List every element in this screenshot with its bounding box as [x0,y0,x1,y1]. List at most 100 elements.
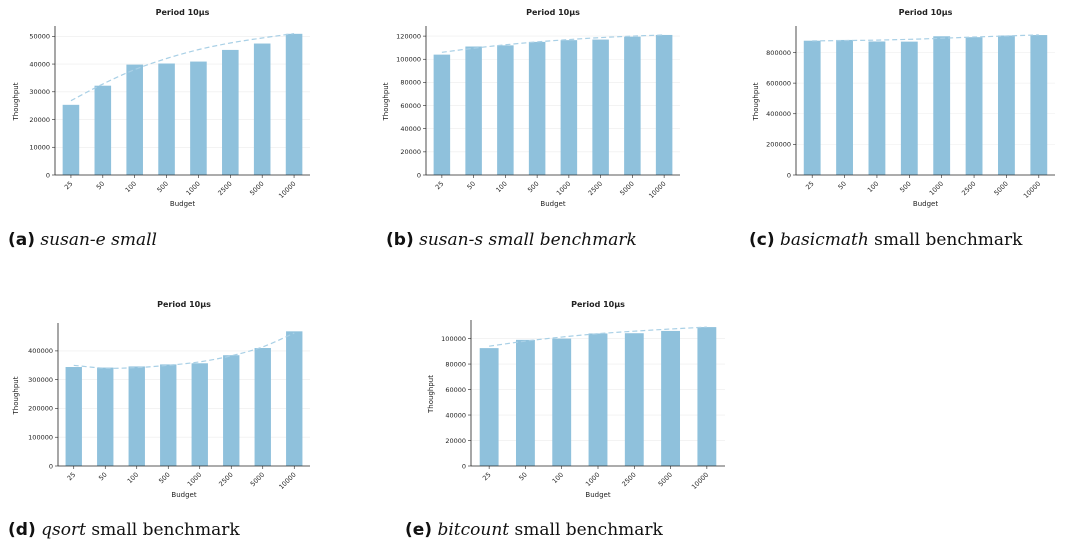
x-tick-label: 25 [66,471,78,483]
bar-10000 [655,34,673,175]
caption-text: small benchmark [85,520,240,540]
x-tick-label: 100 [551,471,565,485]
bar-1000 [933,36,951,175]
caption-text: bitcount [437,520,510,540]
chart-panel-c: Period 10µs 0 200000 400000 600000 800000 25 50… [740,0,1075,225]
y-tick-label: 0 [417,171,421,179]
y-tick-label: 40000 [445,411,466,419]
bar-1000 [191,363,208,466]
trend-line [73,332,295,369]
chart-svg-b: Period 10µs 0 20000 40000 60000 80000 100000 12… [382,8,680,208]
x-tick-label: 10000 [277,471,297,491]
y-tick-label: 800000 [766,49,791,57]
y-tick-label: 10000 [29,144,50,152]
bar-25 [479,348,499,466]
bar-5000 [254,348,271,466]
caption-label: (c) [749,230,775,250]
y-tick-label: 400000 [766,110,791,118]
x-tick-label: 100 [126,471,140,485]
y-tick-label: 100000 [441,335,466,343]
bar-1000 [190,61,207,175]
bar-500 [158,63,175,175]
y-tick-label: 0 [462,462,466,470]
x-tick-label: 1000 [184,180,201,197]
chart-title: Period 10µs [899,8,953,17]
y-tick-label: 80000 [400,79,421,87]
x-tick-label: 50 [836,180,848,192]
y-tick-label: 0 [49,462,53,470]
chart-svg-c: Period 10µs 0 200000 400000 600000 800000 25 50… [752,8,1055,208]
bar-50 [465,46,482,175]
x-tick-label: 1000 [555,180,572,197]
x-tick-label: 50 [517,471,529,483]
bar-100 [128,366,145,466]
bar-500 [528,41,546,175]
x-tick-label: 100 [866,180,880,194]
x-tick-label: 100 [124,180,138,194]
caption-text: susan-s small benchmark [419,230,637,250]
y-tick-label: 80000 [445,360,466,368]
caption-e: (e) bitcount small benchmark [405,520,663,540]
x-tick-label: 50 [466,180,478,192]
caption-label: (b) [386,230,414,250]
bar-10000 [285,33,303,176]
y-tick-label: 200000 [766,141,791,149]
y-tick-label: 20000 [400,148,421,156]
chart-panel-d: Period 10µs 0 100000 200000 300000 400000 25 50… [0,292,340,517]
chart-title: Period 10µs [526,8,580,17]
y-tick-label: 0 [46,171,50,179]
x-tick-label: 100 [494,180,508,194]
bar-25 [803,40,821,175]
bar-25 [65,367,82,466]
y-axis-label: Thoughput [382,82,390,121]
x-tick-label: 5000 [657,471,674,488]
y-tick-label: 300000 [28,376,53,384]
y-axis-label: Thoughput [427,375,435,414]
x-tick-label: 25 [434,180,446,192]
y-tick-label: 40000 [400,125,421,133]
bar-25 [433,54,451,175]
chart-title: Period 10µs [571,300,625,309]
chart-title: Period 10µs [156,8,210,17]
bar-2500 [222,49,239,176]
x-tick-label: 2500 [960,180,977,197]
chart-panel-a: Period 10µs 0 10000 20000 30000 40000 50000 25 5… [0,0,340,225]
x-tick-label: 10000 [277,180,297,200]
y-tick-label: 0 [787,171,791,179]
bar-100 [126,64,143,175]
x-tick-label: 500 [898,180,912,194]
bar-100 [868,41,886,175]
x-tick-label: 500 [157,471,171,485]
y-axis-label: Thoughput [12,376,20,415]
y-tick-label: 50000 [29,33,50,41]
caption-text: basicmath [780,230,869,250]
y-tick-label: 120000 [396,32,421,40]
bar-2500 [592,39,609,176]
caption-label: (e) [405,520,433,540]
caption-label: (d) [8,520,36,540]
x-tick-label: 5000 [249,471,266,488]
bar-2500 [223,355,240,466]
x-tick-label: 500 [526,180,540,194]
bar-1000 [588,333,608,466]
bar-10000 [1030,35,1048,176]
bar-5000 [624,36,641,175]
x-tick-label: 2500 [217,471,234,488]
caption-label: (a) [8,230,36,250]
trend-line [441,34,665,53]
bar-500 [900,41,918,175]
y-tick-label: 600000 [766,79,791,87]
y-axis-label: Thoughput [12,82,20,121]
caption-b: (b) susan-s small benchmark [386,230,637,250]
x-tick-label: 2500 [620,471,637,488]
x-axis-label: Budget [585,491,610,499]
y-tick-label: 20000 [29,116,50,124]
x-tick-label: 2500 [587,180,604,197]
chart-svg-d: Period 10µs 0 100000 200000 300000 400000 25 50… [12,300,310,499]
caption-a: (a) susan-e small [8,230,157,250]
x-axis-label: Budget [170,200,195,208]
caption-d: (d) qsort small benchmark [8,520,240,540]
x-tick-label: 50 [97,471,109,483]
bar-50 [97,367,114,466]
y-tick-label: 30000 [29,88,50,96]
